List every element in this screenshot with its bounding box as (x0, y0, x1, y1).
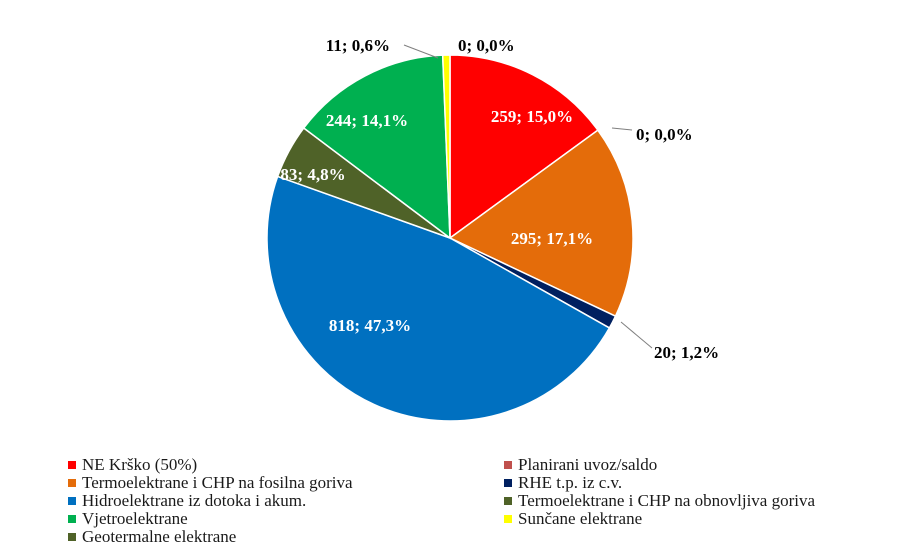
legend-item-vjetroelektrane: Vjetroelektrane (68, 509, 504, 528)
leader-line-rhe-t-p-iz-c-v (620, 321, 653, 349)
data-label-hidroelektrane-iz-dotoka-i-akum: 818; 47,3% (329, 316, 411, 335)
legend-item-ne-kr-ko-50: NE Krško (50%) (68, 455, 504, 474)
leader-line-planirani-uvoz-saldo (611, 127, 633, 131)
leader-lines (403, 44, 653, 349)
legend-label: Geotermalne elektrane (82, 527, 237, 546)
legend: NE Krško (50%) Planirani uvoz/saldo Termoe… (68, 455, 888, 546)
pie-slice-hidroelektrane-iz-dotoka-i-akum (266, 175, 611, 422)
pie-slice-sun-ane-elektrane (441, 54, 451, 239)
legend-item-sun-ane-elektrane: Sunčane elektrane (504, 509, 884, 528)
legend-item-planirani-uvoz-saldo: Planirani uvoz/saldo (504, 455, 884, 474)
pie-slice-vjetroelektrane (302, 54, 451, 240)
legend-swatch (504, 515, 512, 523)
legend-item-rhe-t-p-iz-c-v: RHE t.p. iz c.v. (504, 473, 884, 492)
legend-label: Hidroelektrane iz dotoka i akum. (82, 491, 307, 510)
data-label-unlabeled: 0; 0,0% (458, 36, 515, 55)
data-label-ne-kr-ko-50: 259; 15,0% (491, 107, 573, 126)
pie-slices (266, 54, 634, 422)
legend-label: Vjetroelektrane (82, 509, 188, 528)
legend-swatch (68, 479, 76, 487)
data-label-termoelektrane-i-chp-na-obnovljiva-goriva: 83; 4,8% (280, 165, 345, 184)
legend-label: Termoelektrane i CHP na obnovljiva goriv… (518, 491, 816, 510)
legend-item-geotermalne-elektrane: Geotermalne elektrane (68, 527, 504, 546)
legend-swatch (68, 497, 76, 505)
pie-slice-ne-kr-ko-50 (449, 54, 599, 240)
data-label-rhe-t-p-iz-c-v: 20; 1,2% (654, 343, 719, 362)
legend-swatch (68, 515, 76, 523)
legend-item-hidroelektrane-iz-dotoka-i-akum: Hidroelektrane iz dotoka i akum. (68, 491, 504, 510)
legend-label: RHE t.p. iz c.v. (518, 473, 623, 492)
legend-label: NE Krško (50%) (82, 455, 198, 474)
data-label-vjetroelektrane: 244; 14,1% (326, 111, 408, 130)
legend-swatch (504, 461, 512, 469)
legend-swatch (68, 533, 76, 541)
data-label-termoelektrane-i-chp-na-fosilna-goriva: 295; 17,1% (511, 229, 593, 248)
legend-swatch (504, 497, 512, 505)
legend-swatch (504, 479, 512, 487)
pie-slice-termoelektrane-i-chp-na-fosilna-goriva (448, 129, 634, 318)
leader-line-sun-ane-elektrane (403, 44, 439, 59)
legend-swatch (68, 461, 76, 469)
legend-label: Termoelektrane i CHP na fosilna goriva (82, 473, 353, 492)
data-label-planirani-uvoz-saldo: 0; 0,0% (636, 125, 693, 144)
legend-item-termoelektrane-i-chp-na-obnovljiva-goriva: Termoelektrane i CHP na obnovljiva goriv… (504, 491, 884, 510)
legend-label: Sunčane elektrane (518, 509, 643, 528)
legend-item-termoelektrane-i-chp-na-fosilna-goriva: Termoelektrane i CHP na fosilna goriva (68, 473, 504, 492)
data-labels: 259; 15,0% 0; 0,0% 295; 17,1% 20; 1,2% 818; … (280, 36, 719, 362)
legend-label: Planirani uvoz/saldo (518, 455, 658, 474)
data-label-sun-ane-elektrane: 11; 0,6% (326, 36, 390, 55)
